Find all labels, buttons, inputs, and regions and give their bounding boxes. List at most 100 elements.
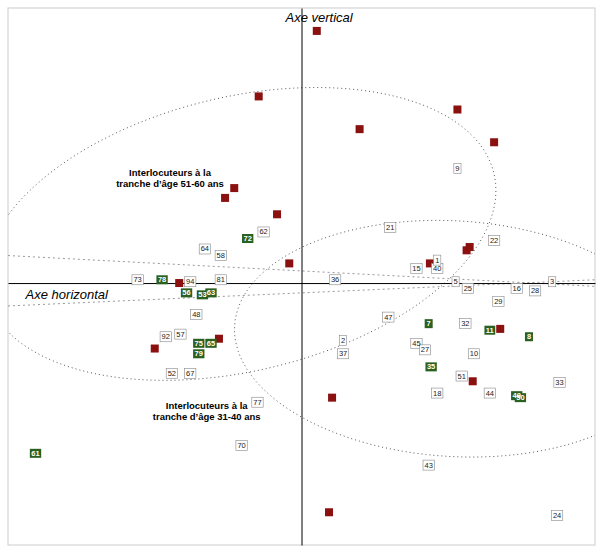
point-label: 16 xyxy=(513,284,521,293)
point-label: 44 xyxy=(486,389,494,398)
point-label: 57 xyxy=(176,330,184,339)
square-point xyxy=(151,345,159,353)
point-box xyxy=(383,312,394,322)
square-label: 65 xyxy=(207,339,215,348)
point-box xyxy=(460,319,471,329)
square-label: 11 xyxy=(486,326,494,335)
square-point xyxy=(328,394,336,402)
point-box xyxy=(215,275,226,285)
point-box xyxy=(462,283,473,293)
square-point xyxy=(205,339,216,348)
point-box xyxy=(132,275,143,285)
point-box xyxy=(252,397,263,407)
point-box xyxy=(432,388,443,398)
square-point xyxy=(466,243,474,251)
point-box xyxy=(551,511,562,521)
point-box xyxy=(185,277,196,287)
point-box xyxy=(185,368,196,378)
point-box xyxy=(493,296,504,306)
square-point xyxy=(175,279,183,287)
square-point xyxy=(525,332,533,341)
square-point xyxy=(205,288,216,297)
point-box xyxy=(529,286,540,296)
square-point xyxy=(325,508,333,516)
point-label: 9 xyxy=(455,164,459,173)
square-label: 61 xyxy=(31,449,39,458)
point-box xyxy=(432,264,443,274)
point-label: 3 xyxy=(550,277,554,286)
point-label: 18 xyxy=(433,389,441,398)
point-box xyxy=(191,309,202,319)
point-box xyxy=(329,275,340,285)
square-point xyxy=(469,377,477,385)
point-label: 51 xyxy=(458,372,466,381)
point-box xyxy=(419,345,430,355)
chart: 9212236328162947324527105118443343242376… xyxy=(0,0,603,553)
plot-frame xyxy=(8,8,595,545)
labels: 9212236328162947324527105118443343242376… xyxy=(31,164,563,520)
point-label: 32 xyxy=(461,319,469,328)
square-label: 53 xyxy=(198,290,206,299)
square-point xyxy=(193,339,204,348)
point-label: 94 xyxy=(186,277,194,286)
square-point xyxy=(230,184,238,192)
square-point xyxy=(496,325,504,333)
square-point xyxy=(356,125,364,133)
point-label: 21 xyxy=(386,223,394,232)
point-label: 40 xyxy=(433,264,441,273)
square-label: 72 xyxy=(244,234,252,243)
point-label: 37 xyxy=(339,349,347,358)
point-label: 67 xyxy=(186,369,194,378)
point-label: 24 xyxy=(553,511,561,520)
y-axis-line xyxy=(302,9,303,546)
annotation: Interlocuteurs à latranche d’âge 51-60 a… xyxy=(116,167,224,189)
point-box xyxy=(456,371,467,381)
square-label: 78 xyxy=(158,275,166,284)
point-box xyxy=(554,378,565,388)
point-label: 58 xyxy=(217,251,225,260)
point-label: 92 xyxy=(162,332,170,341)
square-label: 49 xyxy=(513,391,521,400)
point-box xyxy=(411,264,422,274)
ellipse xyxy=(235,220,595,457)
square-point xyxy=(242,234,253,243)
point-box xyxy=(258,227,269,237)
square-point xyxy=(221,194,229,202)
square-label: 75 xyxy=(195,339,203,348)
square-point xyxy=(484,326,495,335)
point-label: 70 xyxy=(237,441,245,450)
annotation: Interlocuteurs à latranche d’âge 31-40 a… xyxy=(153,400,261,422)
point-label: 22 xyxy=(490,236,498,245)
square-point xyxy=(313,27,321,35)
point-box xyxy=(484,388,495,398)
point-label: 25 xyxy=(464,284,472,293)
point-box xyxy=(468,349,479,359)
y-axis xyxy=(302,9,303,546)
square-point xyxy=(453,106,461,114)
square-point xyxy=(425,319,433,328)
square-label: 79 xyxy=(195,349,203,358)
point-label: 43 xyxy=(425,461,433,470)
point-label: 52 xyxy=(168,369,176,378)
plot: 9212236328162947324527105118443343242376… xyxy=(0,8,603,546)
square-label: 56 xyxy=(182,288,190,297)
point-label: 15 xyxy=(412,264,420,273)
point-box xyxy=(488,235,499,245)
square-label: 7 xyxy=(427,319,431,328)
point-box xyxy=(199,244,210,254)
point-label: 62 xyxy=(259,227,267,236)
square-point xyxy=(285,259,293,267)
square-label: 8 xyxy=(527,332,531,341)
point-box xyxy=(423,460,434,470)
point-box xyxy=(236,440,247,450)
square-point xyxy=(511,391,522,400)
point-box xyxy=(160,332,171,342)
y-axis-label: Axe vertical xyxy=(285,10,354,25)
square-point xyxy=(425,362,436,371)
point-label: 77 xyxy=(253,398,261,407)
ellipse xyxy=(8,88,496,381)
point-label: 33 xyxy=(555,378,563,387)
point-label: 36 xyxy=(331,275,339,284)
point-box xyxy=(549,277,556,287)
point-label: 81 xyxy=(217,275,225,284)
